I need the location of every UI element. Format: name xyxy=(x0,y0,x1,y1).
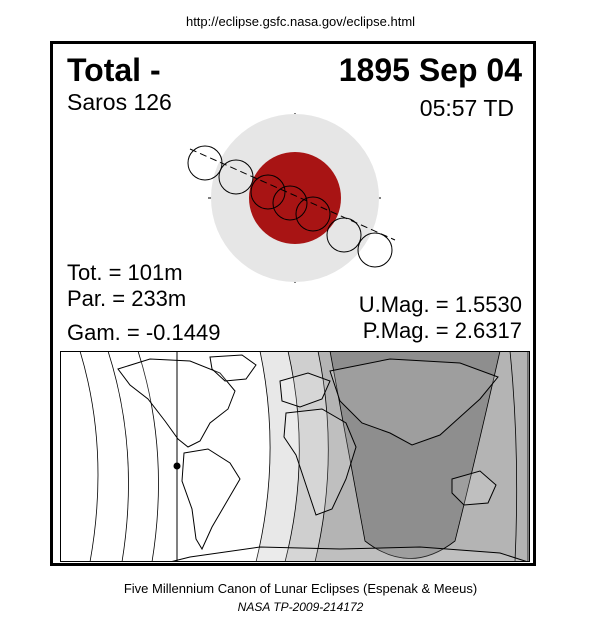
moon-u4 xyxy=(326,217,362,253)
saros-number: Saros 126 xyxy=(67,89,172,115)
moon-positions xyxy=(187,145,393,268)
africa xyxy=(283,408,357,516)
australia xyxy=(451,470,497,506)
source-url[interactable]: http://eclipse.gsfc.nasa.gov/eclipse.htm… xyxy=(185,14,416,29)
gamma-value: Gam. = -0.1449 xyxy=(67,320,221,345)
penumbral-magnitude: P.Mag. = 2.6317 xyxy=(362,318,522,343)
moon-u2 xyxy=(250,174,286,210)
moon-p1 xyxy=(187,145,223,181)
zone-boundary-lines xyxy=(79,351,518,562)
eclipse-type: Total - xyxy=(67,52,161,88)
eclipse-panel-frame xyxy=(50,41,536,566)
shadow-diagram xyxy=(187,113,396,283)
greatest-eclipse-point xyxy=(173,462,181,470)
canon-citation: Five Millennium Canon of Lunar Eclipses … xyxy=(123,581,478,596)
moon-greatest xyxy=(272,185,308,221)
greenland xyxy=(209,354,257,382)
nasa-reference: NASA TP-2009-214172 xyxy=(237,600,364,614)
moon-u1 xyxy=(218,159,254,195)
visibility-zones xyxy=(255,351,529,562)
continents xyxy=(117,354,529,562)
europe xyxy=(279,372,331,408)
moon-u3 xyxy=(295,196,331,232)
asia xyxy=(329,358,499,446)
visibility-map xyxy=(60,351,530,562)
night-zone xyxy=(329,351,501,559)
eclipse-date: 1895 Sep 04 xyxy=(338,52,522,88)
partial-duration: Par. = 233m xyxy=(67,286,187,311)
south-america xyxy=(181,448,241,551)
eclipse-time: 05:57 TD xyxy=(419,95,514,121)
antarctica xyxy=(169,546,529,562)
moon-p4 xyxy=(357,232,393,268)
totality-duration: Tot. = 101m xyxy=(67,260,183,285)
umbral-magnitude: U.Mag. = 1.5530 xyxy=(358,292,522,317)
